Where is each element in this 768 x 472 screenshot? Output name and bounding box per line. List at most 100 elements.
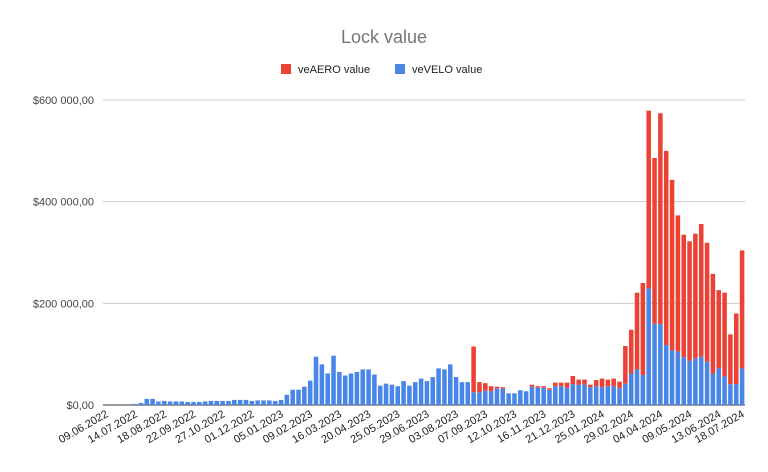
bar-vevelo (243, 399, 249, 405)
bar-vevelo (488, 391, 494, 405)
bar-vevelo (377, 385, 383, 405)
bar-vevelo (436, 368, 441, 405)
bar-vevelo (366, 369, 371, 405)
bar-vevelo (681, 357, 686, 405)
bar-veaero (570, 376, 576, 385)
bar-veaero (477, 382, 482, 393)
bar-vevelo (150, 398, 155, 405)
bar-veaero (582, 379, 587, 385)
bar-vevelo (739, 368, 745, 405)
bar-veaero (623, 346, 628, 384)
bar-veaero (687, 241, 692, 361)
bar-vevelo (418, 378, 424, 405)
bar-veaero (663, 150, 669, 346)
bar-veaero (494, 386, 500, 389)
bar-vevelo (628, 373, 634, 405)
bar-vevelo (500, 388, 506, 405)
bar-vevelo (424, 381, 430, 405)
y-tick-label: $400 000,00 (33, 197, 94, 209)
bar-vevelo (442, 369, 447, 405)
bar-veaero (704, 242, 710, 362)
bar-vevelo (640, 375, 646, 405)
bar-vevelo (302, 386, 307, 405)
bar-vevelo (284, 394, 290, 405)
bar-veaero (564, 382, 570, 388)
bar-vevelo (593, 386, 599, 405)
bar-vevelo (687, 360, 692, 405)
bar-vevelo (389, 384, 395, 405)
bar-vevelo (698, 356, 704, 405)
bar-vevelo (570, 384, 576, 405)
bar-vevelo (290, 389, 295, 405)
bar-veaero (716, 290, 722, 369)
legend: veAERO value veVELO value (281, 64, 482, 76)
bar-vevelo (138, 402, 144, 405)
bar-veaero (605, 379, 611, 387)
bar-vevelo (658, 324, 663, 405)
bar-veaero (576, 379, 581, 385)
bar-vevelo (167, 401, 173, 405)
bar-veaero (658, 113, 663, 325)
bar-vevelo (523, 391, 529, 405)
bar-veaero (698, 224, 704, 357)
bar-veaero (681, 234, 686, 358)
bar-vevelo (634, 369, 640, 405)
bar-vevelo (477, 392, 482, 405)
bar-veaero (728, 334, 733, 385)
legend-label-vevelo: veVELO value (412, 64, 482, 76)
bar-vevelo (483, 390, 488, 405)
bar-vevelo (185, 401, 190, 405)
bar-vevelo (226, 400, 231, 405)
bar-vevelo (191, 401, 196, 405)
bar-vevelo (144, 398, 150, 405)
bar-vevelo (704, 361, 710, 405)
bar-vevelo (156, 401, 161, 405)
bar-vevelo (453, 377, 459, 405)
bar-vevelo (605, 386, 611, 405)
bar-vevelo (267, 400, 272, 405)
bar-veaero (599, 378, 605, 388)
bar-vevelo (547, 389, 552, 405)
legend-swatch-veaero (281, 64, 291, 74)
bar-vevelo (331, 355, 336, 405)
bar-veaero (646, 110, 651, 289)
bar-vevelo (553, 386, 558, 405)
bar-vevelo (646, 288, 651, 405)
bar-vevelo (710, 373, 716, 405)
bar-vevelo (360, 369, 365, 405)
bar-vevelo (693, 358, 698, 405)
bar-veaero (611, 378, 616, 387)
bar-vevelo (535, 387, 541, 405)
bar-vevelo (383, 383, 389, 405)
bar-vevelo (407, 385, 412, 405)
bar-veaero (483, 383, 488, 391)
y-tick-label: $200 000,00 (33, 298, 94, 310)
bar-vevelo (272, 400, 278, 405)
bar-vevelo (588, 387, 593, 405)
legend-swatch-vevelo (395, 64, 405, 74)
bar-vevelo (582, 384, 587, 405)
bar-vevelo (512, 393, 517, 405)
bar-vevelo (623, 383, 628, 405)
bar-vevelo (313, 356, 319, 405)
bar-vevelo (652, 323, 657, 405)
bar-vevelo (261, 400, 266, 405)
bar-vevelo (319, 364, 325, 405)
bar-vevelo (132, 403, 138, 405)
bar-vevelo (325, 373, 330, 405)
bar-vevelo (354, 371, 360, 405)
bar-vevelo (494, 388, 500, 405)
bar-veaero (710, 273, 716, 374)
bar-vevelo (459, 382, 465, 405)
bar-vevelo (447, 364, 453, 405)
bar-vevelo (576, 384, 581, 405)
bar-veaero (733, 313, 739, 385)
bar-vevelo (395, 386, 401, 405)
bar-veaero (529, 384, 535, 387)
bar-vevelo (208, 400, 214, 405)
bar-veaero (617, 381, 622, 389)
bar-vevelo (307, 380, 313, 405)
bar-vevelo (728, 384, 733, 405)
bar-veaero (588, 384, 593, 388)
bar-vevelo (412, 382, 418, 405)
